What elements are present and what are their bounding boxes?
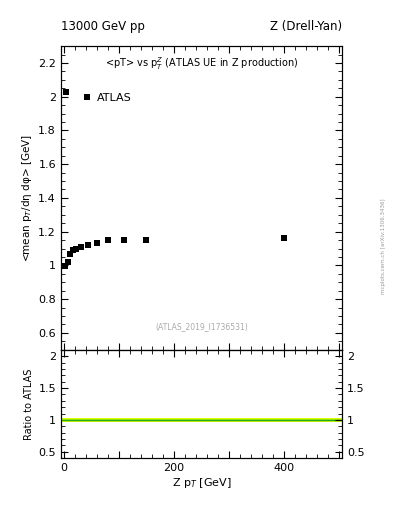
Line: ATLAS: ATLAS (62, 89, 287, 269)
ATLAS (105, 237, 110, 243)
ATLAS (64, 89, 69, 95)
Text: 13000 GeV pp: 13000 GeV pp (61, 20, 145, 33)
X-axis label: Z p$_T$ [GeV]: Z p$_T$ [GeV] (171, 476, 231, 490)
Text: <pT> vs p$_T^Z$ (ATLAS UE in Z production): <pT> vs p$_T^Z$ (ATLAS UE in Z productio… (105, 55, 298, 72)
ATLAS (282, 236, 286, 242)
Y-axis label: Ratio to ATLAS: Ratio to ATLAS (24, 368, 34, 440)
Text: (ATLAS_2019_I1736531): (ATLAS_2019_I1736531) (155, 323, 248, 332)
ATLAS (65, 259, 70, 265)
ATLAS (68, 250, 73, 257)
ATLAS (62, 263, 67, 269)
Legend: ATLAS: ATLAS (78, 88, 136, 107)
ATLAS (144, 237, 149, 243)
ATLAS (86, 242, 91, 248)
ATLAS (79, 244, 84, 250)
ATLAS (94, 241, 99, 247)
ATLAS (122, 237, 127, 243)
Text: Z (Drell-Yan): Z (Drell-Yan) (270, 20, 342, 33)
Y-axis label: <mean p$_T$/dη dφ> [GeV]: <mean p$_T$/dη dφ> [GeV] (20, 134, 34, 262)
ATLAS (71, 247, 75, 253)
Text: mcplots.cern.ch [arXiv:1306.3436]: mcplots.cern.ch [arXiv:1306.3436] (381, 198, 386, 293)
ATLAS (73, 245, 78, 251)
